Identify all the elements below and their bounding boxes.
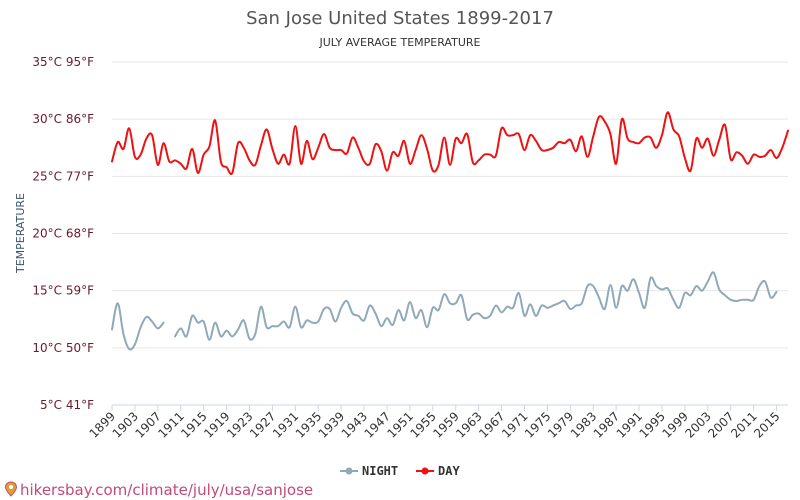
chart-title: San Jose United States 1899-2017 bbox=[246, 8, 554, 29]
watermark[interactable]: hikersbay.com/climate/july/usa/sanjose bbox=[4, 481, 314, 499]
legend-night-label: NIGHT bbox=[362, 464, 398, 478]
x-axis-ticks: 1899190319071911191519191923192719311935… bbox=[87, 405, 783, 441]
legend-day-label: DAY bbox=[438, 464, 460, 478]
location-pin-icon bbox=[4, 481, 18, 497]
series-line-night bbox=[111, 302, 165, 351]
y-axis-label: TEMPERATURE bbox=[14, 193, 27, 274]
legend-day-marker bbox=[421, 467, 429, 475]
y-tick-label: 10°C 50°F bbox=[32, 341, 94, 355]
x-tick-label: 2015 bbox=[751, 409, 782, 440]
y-tick-label: 15°C 59°F bbox=[32, 284, 94, 298]
y-tick-label: 5°C 41°F bbox=[40, 398, 94, 412]
legend: NIGHT DAY bbox=[340, 464, 460, 478]
y-tick-label: 25°C 77°F bbox=[32, 169, 94, 183]
series-line-night bbox=[174, 271, 778, 341]
series-lines bbox=[111, 111, 789, 351]
y-tick-label: 30°C 86°F bbox=[32, 112, 94, 126]
y-axis-ticks: 35°C 95°F 30°C 86°F 25°C 77°F 20°C 68°F 15°C… bbox=[32, 55, 94, 412]
chart-subtitle: JULY AVERAGE TEMPERATURE bbox=[319, 36, 481, 49]
grid-lines bbox=[112, 61, 788, 406]
legend-item-night[interactable]: NIGHT bbox=[340, 464, 398, 478]
legend-night-marker bbox=[345, 467, 353, 475]
legend-item-day[interactable]: DAY bbox=[416, 464, 460, 478]
y-tick-label: 35°C 95°F bbox=[32, 55, 94, 69]
watermark-url: hikersbay.com/climate/july/usa/sanjose bbox=[20, 481, 313, 499]
y-tick-label: 20°C 68°F bbox=[32, 227, 94, 241]
series-line-day bbox=[111, 111, 789, 175]
